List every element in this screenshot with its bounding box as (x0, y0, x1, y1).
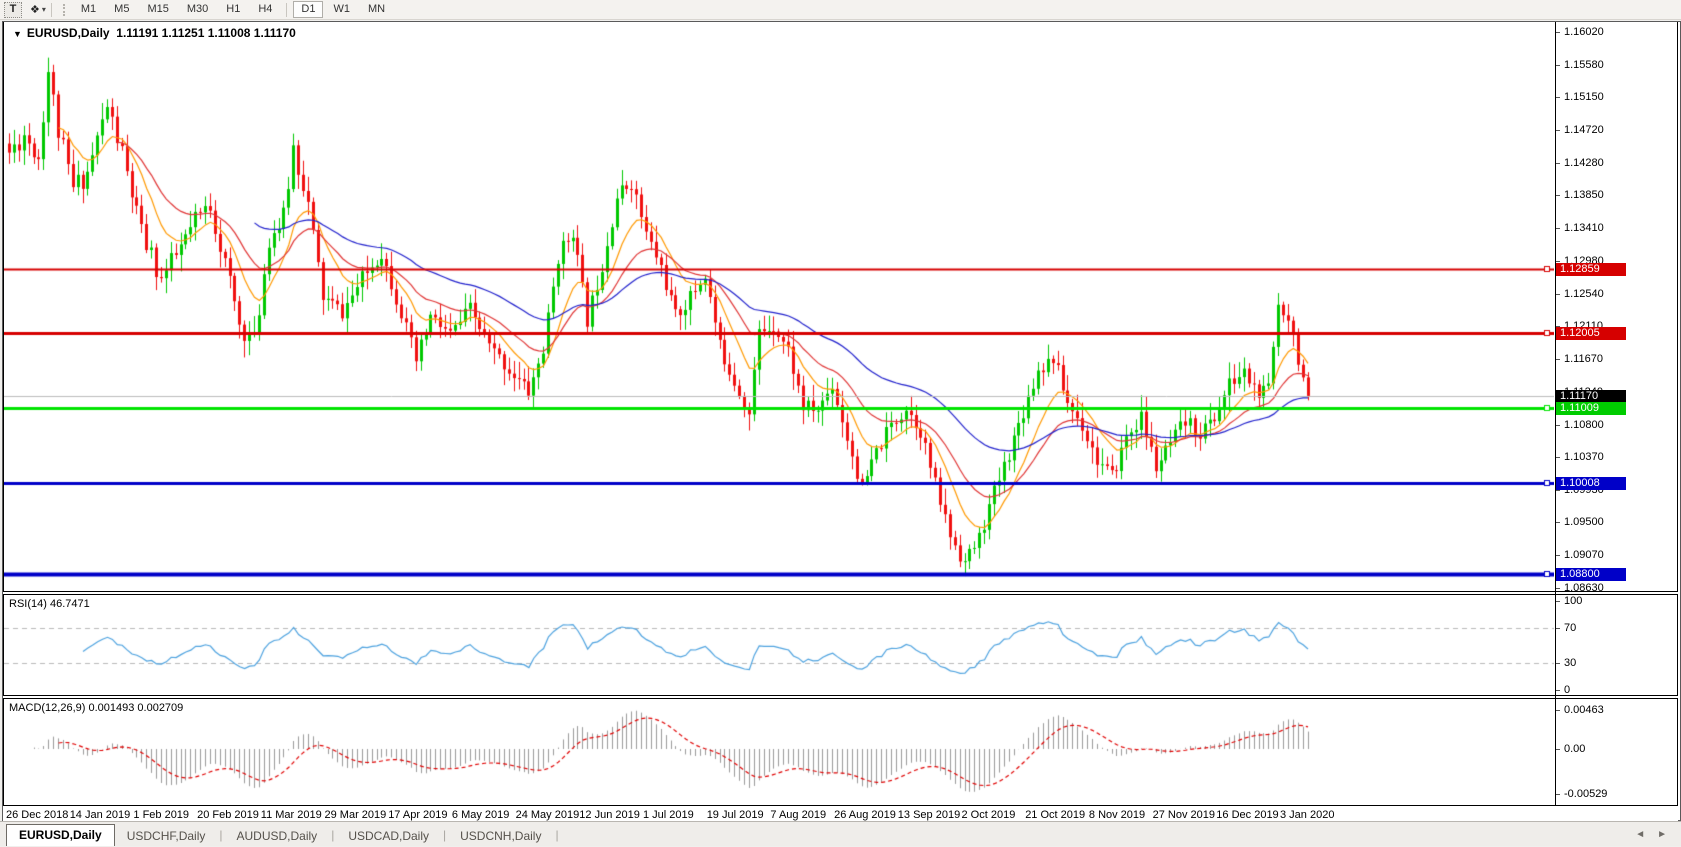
date-label: 17 Apr 2019 (388, 809, 448, 821)
top-toolbar: T ❖ ▾ M1 M5 M15 M30 H1 H4 D1 W1 MN (0, 0, 1681, 20)
tick-mark (1556, 97, 1560, 99)
tick-mark (1556, 359, 1560, 361)
date-label: 21 Oct 2019 (1025, 809, 1086, 821)
tick-mark (1556, 162, 1560, 164)
toolbar-separator (50, 2, 52, 17)
timeframe-button-h1[interactable]: H1 (226, 3, 241, 15)
tick-mark (1556, 490, 1560, 492)
price-axis[interactable]: 1.16020 1.15580 1.15150 1.14720 1.14280 1.138… (1556, 22, 1680, 808)
tick-mark (1556, 457, 1560, 459)
macd-label: MACD(12,26,9) 0.001493 0.002709 (9, 702, 184, 714)
tab-divider: | (555, 828, 559, 842)
date-label: 29 Mar 2019 (324, 809, 387, 821)
timeframe-button-m5[interactable]: M5 (114, 3, 130, 15)
timeframe-button-w1[interactable]: W1 (333, 3, 350, 15)
tab-divider: | (331, 828, 335, 842)
chart-tab-audusd[interactable]: AUDUSD,Daily (236, 829, 318, 843)
tick-mark (1556, 293, 1560, 295)
tick-mark (1556, 65, 1560, 67)
symbol-title: EURUSD,Daily (26, 26, 110, 40)
tick-mark (1556, 129, 1560, 131)
date-label: 14 Jan 2019 (69, 809, 131, 821)
date-label: 11 Mar 2019 (260, 809, 322, 821)
timeframe-button-mn[interactable]: MN (367, 3, 386, 15)
tick-mark (1556, 522, 1560, 524)
price-panel (3, 22, 1678, 592)
timeframe-button-m1[interactable]: M1 (80, 3, 97, 15)
price-axis-separator (1555, 22, 1556, 806)
tick-mark (1556, 749, 1560, 750)
date-label: 16 Dec 2019 (1216, 809, 1279, 821)
date-label: 1 Jul 2019 (643, 809, 694, 821)
text-tool-button[interactable]: T (4, 1, 22, 18)
price-chart-canvas[interactable] (4, 22, 1554, 590)
tick-mark (1556, 690, 1560, 691)
tick-mark (1556, 195, 1560, 197)
rsi-chart-canvas[interactable] (4, 595, 1554, 695)
rsi-panel: RSI(14) 46.7471 (3, 594, 1678, 696)
toolbar-grip[interactable] (62, 3, 68, 16)
tick-mark (1556, 424, 1560, 426)
date-label: 6 May 2019 (451, 809, 510, 821)
date-label: 24 May 2019 (515, 809, 580, 821)
ohlc-values: 1.11191 1.11251 1.11008 1.11170 (116, 26, 296, 40)
tick-mark (1556, 32, 1560, 33)
price-badge: 1.12005 (1556, 327, 1626, 341)
tick-mark (1556, 601, 1560, 602)
date-label: 12 Jun 2019 (579, 809, 640, 821)
price-badge: 1.11009 (1556, 401, 1626, 415)
toolbar-separator (286, 2, 288, 17)
date-label: 27 Nov 2019 (1152, 809, 1215, 821)
date-label: 1 Feb 2019 (133, 809, 190, 821)
chart-tab-usdcad[interactable]: USDCAD,Daily (348, 829, 429, 843)
timeframe-button-m30[interactable]: M30 (186, 3, 209, 15)
date-label: 8 Nov 2019 (1088, 809, 1146, 821)
date-label: 13 Sep 2019 (897, 809, 961, 821)
chart-title[interactable]: ▼ EURUSD,Daily 1.11191 1.11251 1.11008 1.… (10, 26, 299, 40)
price-badge: 1.12859 (1556, 262, 1626, 276)
arrange-windows-icon[interactable]: ❖ (30, 4, 40, 16)
tick-mark (1556, 663, 1560, 665)
date-label: 19 Jul 2019 (706, 809, 764, 821)
date-label: 26 Dec 2018 (6, 809, 69, 821)
date-label: 3 Jan 2020 (1280, 809, 1335, 821)
chart-tab-eurusd[interactable]: EURUSD,Daily (6, 824, 115, 846)
price-badge: 1.11170 (1556, 389, 1626, 403)
tick-mark (1556, 260, 1560, 262)
tabs-scroll-left-icon[interactable]: ◄ (1635, 828, 1646, 840)
chart-window: RSI(14) 46.7471 MACD(12,26,9) 0.001493 0… (2, 21, 1681, 822)
date-label: 2 Oct 2019 (961, 809, 1016, 821)
tick-mark (1556, 793, 1560, 795)
price-badge: 1.10008 (1556, 477, 1626, 491)
date-label: 26 Aug 2019 (834, 809, 896, 821)
date-axis[interactable]: 26 Dec 2018 14 Jan 2019 1 Feb 2019 20 Feb 2… (3, 808, 1678, 822)
chart-tab-usdchf[interactable]: USDCHF,Daily (126, 829, 206, 843)
date-label: 20 Feb 2019 (197, 809, 259, 821)
date-label: 7 Aug 2019 (770, 809, 827, 821)
macd-panel: MACD(12,26,9) 0.001493 0.002709 (3, 698, 1678, 806)
tick-mark (1556, 627, 1560, 629)
chart-tab-usdcnh[interactable]: USDCNH,Daily (460, 829, 542, 843)
tab-divider: | (443, 828, 447, 842)
macd-chart-canvas[interactable] (4, 699, 1554, 805)
chevron-down-icon[interactable]: ▾ (41, 5, 46, 14)
tick-mark (1556, 228, 1560, 230)
tick-mark (1556, 587, 1560, 589)
tabs-scroll-right-icon[interactable]: ► (1657, 828, 1667, 840)
timeframe-button-h4[interactable]: H4 (258, 3, 273, 15)
rsi-label: RSI(14) 46.7471 (9, 598, 90, 610)
timeframe-button-m15[interactable]: M15 (147, 3, 169, 15)
timeframe-button-d1[interactable]: D1 (293, 1, 324, 18)
chart-tabs-bar: EURUSD,Daily USDCHF,Daily | AUDUSD,Daily | US… (0, 821, 1681, 846)
tick-mark (1556, 709, 1560, 711)
price-badge: 1.08800 (1556, 568, 1626, 582)
collapse-triangle-icon[interactable]: ▼ (13, 29, 22, 39)
tab-divider: | (219, 828, 223, 842)
tick-mark (1556, 326, 1560, 328)
tick-mark (1556, 554, 1560, 556)
